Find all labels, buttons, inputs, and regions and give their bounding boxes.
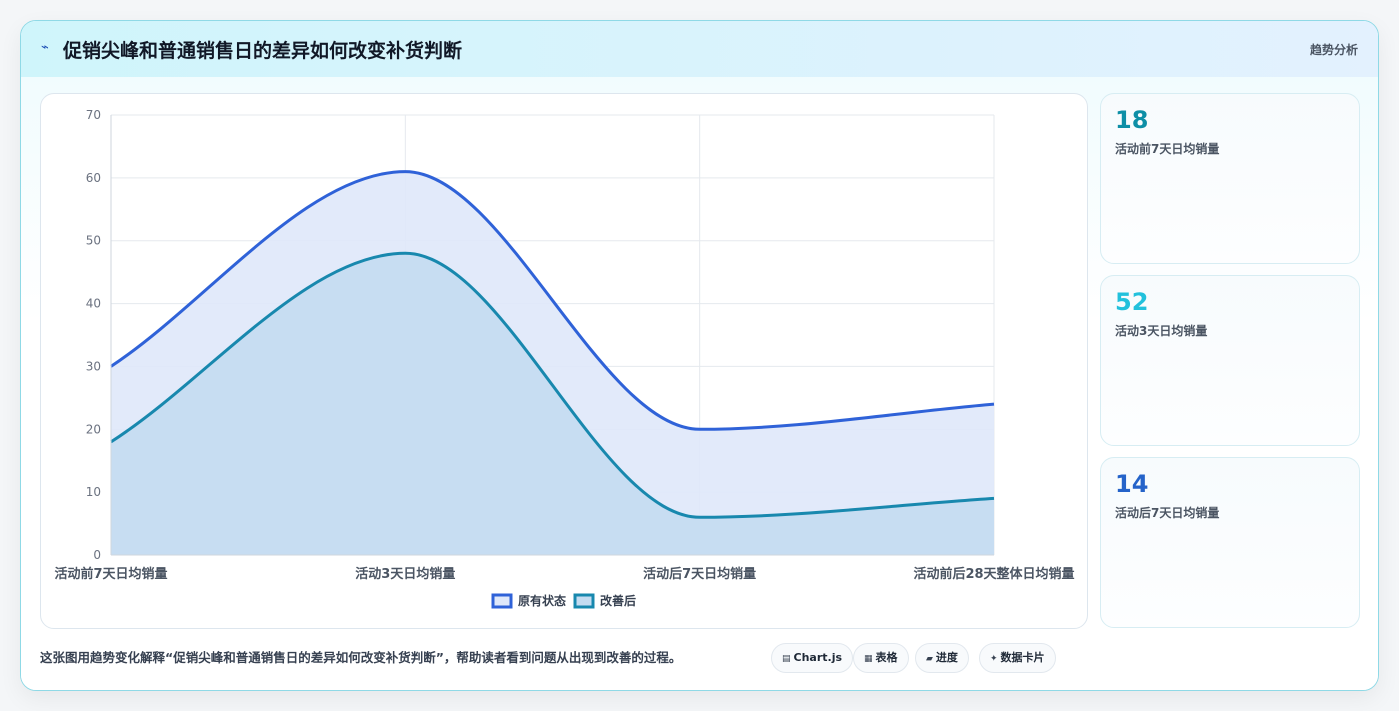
chip-table[interactable]: ▦ 表格 [853,643,909,673]
stat-card-3: 14 活动后7天日均销量 [1100,457,1360,628]
chart-caption: 这张图用趋势变化解释“促销尖峰和普通销售日的差异如何改变补货判断”，帮助读者看到… [40,650,682,665]
stat-value: 14 [1115,470,1149,498]
y-tick-label: 50 [86,234,101,248]
chip-datacard[interactable]: ✦ 数据卡片 [979,643,1056,673]
axis-layer: 0 10 20 30 40 50 60 70 活动前7天日均销量 活动3天日均销量 活动后7天日均销… [54,108,1074,582]
y-tick-label: 60 [86,171,101,185]
chip-label: 进度 [935,651,958,664]
chip-label: 表格 [875,651,898,664]
series-line-1 [110,170,995,431]
legend-layer: 原有状态 改善后 [491,593,636,609]
series-line-2 [110,251,995,519]
y-tick-label: 20 [86,422,101,436]
stat-card-1: 18 活动前7天日均销量 [1100,93,1360,264]
trend-icon: ⌁ [41,40,49,55]
y-tick-label: 10 [86,485,101,499]
area-layer [111,171,994,556]
stat-label: 活动3天日均销量 [1115,324,1208,338]
legend-swatch [573,593,595,609]
chart-panel: 0 10 20 30 40 50 60 70 活动前7天日均销量 活动3天日均销量 活动后7天日均销… [40,93,1088,629]
line-layer [110,170,995,519]
stat-value: 18 [1115,106,1149,134]
progress-icon: ▰ [926,654,933,664]
chip-chartjs[interactable]: ▤ Chart.js [771,643,854,673]
table-icon: ▦ [864,654,873,664]
x-tick-label: 活动后7天日均销量 [643,566,756,582]
legend-label: 改善后 [600,593,636,608]
x-tick-label: 活动前7天日均销量 [54,566,167,582]
y-tick-label: 30 [86,359,101,373]
chart-card: ⌁ 促销尖峰和普通销售日的差异如何改变补货判断 趋势分析 0 10 20 30 40 50… [20,20,1379,691]
stat-card-2: 52 活动3天日均销量 [1100,275,1360,446]
chip-label: Chart.js [793,651,843,664]
y-tick-label: 0 [93,548,101,562]
series-area-2 [111,253,994,556]
chart-icon: ▤ [782,654,791,664]
category-tag: 趋势分析 [1309,43,1358,57]
card-icon: ✦ [990,654,998,664]
legend-label: 原有状态 [518,593,566,608]
chip-progress[interactable]: ▰ 进度 [915,643,969,673]
page-title: 促销尖峰和普通销售日的差异如何改变补货判断 [63,40,463,62]
area-chart: 0 10 20 30 40 50 60 70 活动前7天日均销量 活动3天日均销量 活动后7天日均销… [54,108,1075,609]
chip-label: 数据卡片 [1000,651,1045,664]
card-header: ⌁ 促销尖峰和普通销售日的差异如何改变补货判断 趋势分析 [21,21,1378,77]
card-body: 0 10 20 30 40 50 60 70 活动前7天日均销量 活动3天日均销量 活动后7天日均销… [21,77,1378,690]
x-tick-label: 活动3天日均销量 [355,566,455,582]
stat-label: 活动前7天日均销量 [1115,142,1220,156]
stat-value: 52 [1115,288,1149,316]
legend-swatch [491,593,513,609]
stat-label: 活动后7天日均销量 [1115,506,1220,520]
y-tick-label: 40 [86,297,101,311]
x-tick-label: 活动前后28天整体日均销量 [913,566,1074,582]
y-tick-label: 70 [86,108,101,122]
